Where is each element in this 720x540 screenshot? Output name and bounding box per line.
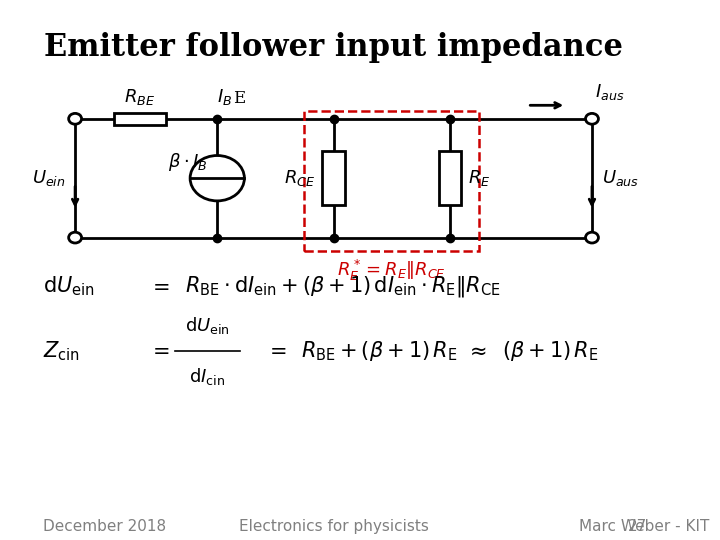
Text: December 2018: December 2018 bbox=[42, 519, 166, 534]
Circle shape bbox=[68, 232, 81, 243]
Text: $R_{CE}$: $R_{CE}$ bbox=[284, 168, 315, 188]
Text: E: E bbox=[233, 90, 246, 107]
Text: $\mathrm{d}I_\mathrm{cin}$: $\mathrm{d}I_\mathrm{cin}$ bbox=[189, 366, 225, 387]
Text: $R_E^* = R_E \| R_{CE}$: $R_E^* = R_E \| R_{CE}$ bbox=[337, 258, 446, 282]
Text: $=$: $=$ bbox=[148, 276, 170, 296]
Text: $R_\mathrm{BE} + (\beta + 1)\, R_\mathrm{E}$: $R_\mathrm{BE} + (\beta + 1)\, R_\mathrm… bbox=[301, 339, 458, 363]
Circle shape bbox=[585, 113, 598, 124]
Text: $I_{aus}$: $I_{aus}$ bbox=[595, 82, 624, 102]
Text: $Z_\mathrm{cin}$: $Z_\mathrm{cin}$ bbox=[42, 339, 80, 363]
Text: 27: 27 bbox=[628, 519, 647, 534]
Text: $R_\mathrm{BE} \cdot \mathrm{d}I_\mathrm{ein} + (\beta + 1)\, \mathrm{d}I_\mathr: $R_\mathrm{BE} \cdot \mathrm{d}I_\mathrm… bbox=[185, 274, 500, 299]
Text: $R_E$: $R_E$ bbox=[468, 168, 490, 188]
Text: $\approx$: $\approx$ bbox=[465, 341, 486, 361]
Text: Marc Weber - KIT: Marc Weber - KIT bbox=[579, 519, 709, 534]
Text: $\mathrm{d}U_\mathrm{ein}$: $\mathrm{d}U_\mathrm{ein}$ bbox=[185, 315, 230, 336]
Text: $U_{aus}$: $U_{aus}$ bbox=[602, 168, 639, 188]
Text: $U_{ein}$: $U_{ein}$ bbox=[32, 168, 66, 188]
Bar bbox=[438, 151, 461, 205]
Text: Electronics for physicists: Electronics for physicists bbox=[238, 519, 428, 534]
Text: $(\beta + 1)\, R_\mathrm{E}$: $(\beta + 1)\, R_\mathrm{E}$ bbox=[502, 339, 598, 363]
Text: $\beta \cdot I_B$: $\beta \cdot I_B$ bbox=[168, 151, 207, 173]
Circle shape bbox=[585, 232, 598, 243]
Bar bbox=[323, 151, 345, 205]
Bar bbox=[114, 113, 166, 125]
Text: $R_{BE}$: $R_{BE}$ bbox=[124, 87, 156, 107]
Circle shape bbox=[68, 113, 81, 124]
Bar bbox=[305, 111, 479, 251]
Text: $=$: $=$ bbox=[265, 341, 286, 361]
Text: $I_B$: $I_B$ bbox=[217, 87, 233, 107]
Circle shape bbox=[190, 156, 244, 201]
Text: $\mathrm{d}U_\mathrm{ein}$: $\mathrm{d}U_\mathrm{ein}$ bbox=[42, 274, 94, 298]
Text: $=$: $=$ bbox=[148, 341, 170, 361]
Text: Emitter follower input impedance: Emitter follower input impedance bbox=[44, 32, 623, 63]
